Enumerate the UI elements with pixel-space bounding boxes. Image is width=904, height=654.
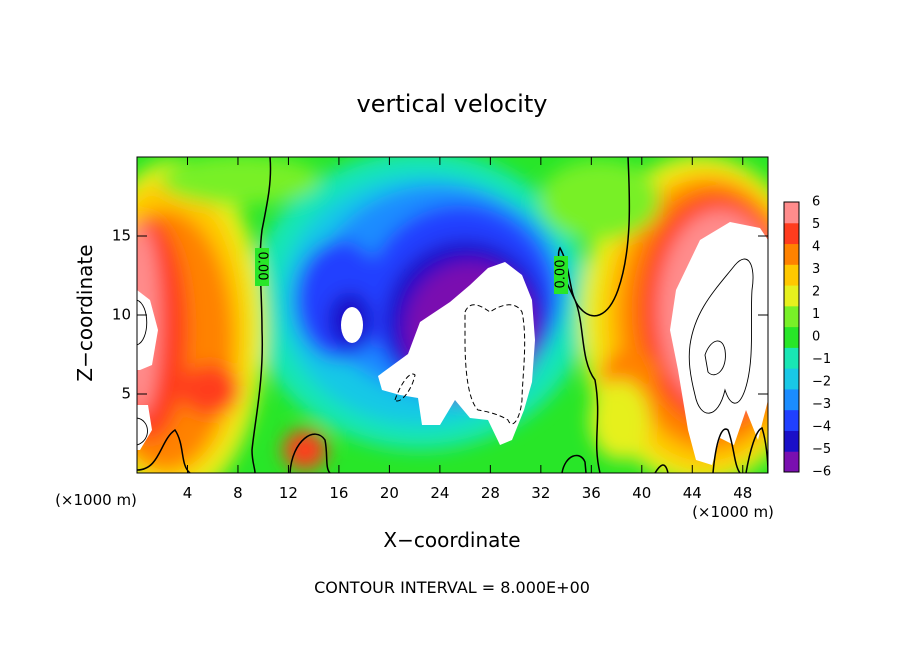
colorbar-label: −2 xyxy=(812,375,831,390)
zero-contour xyxy=(745,427,768,473)
colorbar: 6 5 4 3 2 1 0 −1 −2 −3 −4 −5 −6 xyxy=(783,195,831,480)
y-axis-label: Z−coordinate xyxy=(73,244,97,381)
x-tick-label: 20 xyxy=(380,484,399,502)
y-tick-label: 5 xyxy=(121,385,131,403)
colorbar-label: −3 xyxy=(812,397,831,412)
x-tick-label: 28 xyxy=(481,484,500,502)
colorbar-label: 6 xyxy=(812,195,820,210)
x-tick-label: 16 xyxy=(329,484,348,502)
saturated-region-small xyxy=(341,307,363,343)
positive-contour xyxy=(704,340,726,376)
field-blob xyxy=(160,157,320,205)
colorbar-label: 0 xyxy=(812,330,820,345)
colorbar-swatch xyxy=(784,451,799,473)
field-blob xyxy=(590,380,650,460)
zero-contour xyxy=(654,464,669,473)
colorbar-label: 5 xyxy=(812,217,820,232)
positive-contour xyxy=(137,299,148,346)
colorbar-swatch xyxy=(784,347,799,369)
colorbar-swatch xyxy=(784,430,799,452)
negative-contour xyxy=(464,304,526,425)
saturated-region-left xyxy=(137,405,152,450)
colorbar-label: −1 xyxy=(812,352,831,367)
zero-contour xyxy=(289,433,331,473)
field-blob xyxy=(283,430,327,470)
x-tick-label: 40 xyxy=(632,484,651,502)
negative-contours xyxy=(394,304,526,425)
x-axis-label: X−coordinate xyxy=(383,528,520,552)
colorbar-swatch xyxy=(784,305,799,328)
x-tick-label: 44 xyxy=(683,484,702,502)
field-blob xyxy=(180,365,240,415)
contour-label-right: 0.00 xyxy=(554,260,569,289)
zero-contour xyxy=(251,157,272,473)
colorbar-swatch xyxy=(784,243,799,265)
colorbar-label: 3 xyxy=(812,262,820,277)
negative-contour xyxy=(394,373,416,402)
colorbar-frame xyxy=(783,201,800,473)
colorbar-swatch xyxy=(784,285,799,307)
contour-label-left: 0.00 xyxy=(255,252,270,281)
colorbar-label: 1 xyxy=(812,307,820,322)
x-tick-label: 4 xyxy=(183,484,193,502)
saturated-region-left xyxy=(137,290,158,370)
x-tick-label: 8 xyxy=(233,484,243,502)
zero-contour xyxy=(561,454,587,473)
y-tick-label: 10 xyxy=(112,306,131,324)
x-axis-unit-left: (×1000 m) xyxy=(55,491,137,509)
contour-interval-footer: CONTOUR INTERVAL = 8.000E+00 xyxy=(314,578,590,597)
colorbar-label: −5 xyxy=(812,442,831,457)
colorbar-label: −6 xyxy=(812,465,831,480)
colorbar-label: 4 xyxy=(812,240,820,255)
contour-label-group: 0.00 0.00 xyxy=(255,248,569,294)
colorbar-swatch xyxy=(784,202,799,224)
contour-lines xyxy=(137,157,768,473)
x-tick-label: 12 xyxy=(279,484,298,502)
saturated-region-downdraft xyxy=(378,262,535,445)
x-axis-unit-right: (×1000 m) xyxy=(692,503,774,521)
positive-contours xyxy=(137,258,754,446)
zero-contour xyxy=(712,428,741,473)
contour-label-box xyxy=(255,248,269,286)
colorbar-swatch xyxy=(784,388,799,411)
positive-contour xyxy=(688,258,754,414)
chart-title: vertical velocity xyxy=(357,90,548,118)
colorbar-swatch xyxy=(784,264,799,286)
colorbar-label: −4 xyxy=(812,420,831,435)
x-axis-ticks: 4 8 12 16 20 24 28 32 36 40 44 48 xyxy=(183,157,752,502)
y-tick-label: 15 xyxy=(112,227,131,245)
colorbar-swatch xyxy=(784,326,799,348)
colorbar-swatch xyxy=(784,409,799,431)
field-blob xyxy=(540,160,660,240)
zero-contour xyxy=(557,157,631,473)
x-tick-label: 32 xyxy=(531,484,550,502)
y-axis-ticks: 5 10 15 xyxy=(112,227,768,403)
saturated-region-right xyxy=(670,222,768,465)
colorbar-label: 2 xyxy=(812,285,820,300)
contour-label-box xyxy=(554,256,568,294)
colorbar-swatch xyxy=(784,368,799,390)
x-tick-label: 48 xyxy=(733,484,752,502)
plot-area: 0.00 0.00 xyxy=(137,157,768,473)
x-tick-label: 24 xyxy=(430,484,449,502)
positive-contour xyxy=(137,417,148,446)
zero-contour xyxy=(137,428,191,473)
colorbar-swatch xyxy=(784,222,799,245)
x-tick-label: 36 xyxy=(582,484,601,502)
